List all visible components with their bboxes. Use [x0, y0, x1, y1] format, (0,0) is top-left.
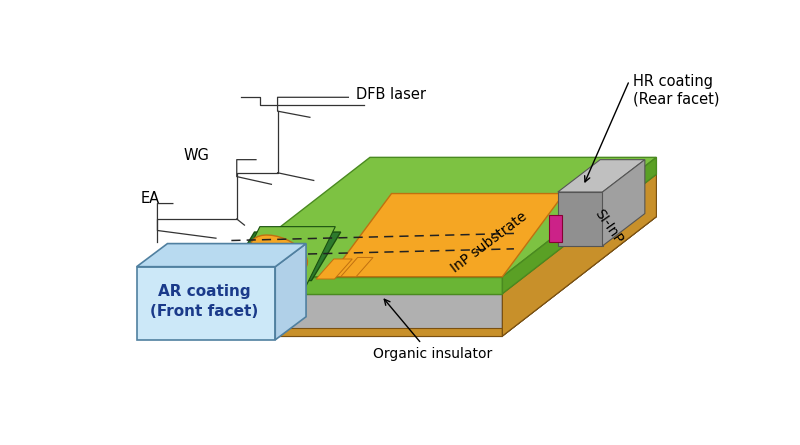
Text: SI-InP: SI-InP — [592, 207, 626, 247]
Polygon shape — [502, 174, 656, 336]
Polygon shape — [216, 328, 502, 336]
Text: InP substrate: InP substrate — [448, 209, 529, 275]
Polygon shape — [137, 243, 306, 267]
Polygon shape — [230, 227, 335, 286]
Polygon shape — [137, 267, 275, 340]
Polygon shape — [216, 294, 502, 336]
Text: DFB laser: DFB laser — [356, 87, 426, 102]
Text: WG: WG — [184, 148, 210, 163]
Text: HR coating
(Rear facet): HR coating (Rear facet) — [634, 74, 720, 107]
Polygon shape — [330, 194, 564, 277]
Polygon shape — [216, 158, 656, 277]
Polygon shape — [316, 259, 352, 279]
Polygon shape — [502, 174, 656, 336]
Polygon shape — [558, 160, 645, 192]
Polygon shape — [502, 158, 656, 294]
Text: AR coating
(Front facet): AR coating (Front facet) — [150, 284, 258, 319]
Polygon shape — [216, 277, 502, 294]
Text: Organic insulator: Organic insulator — [374, 347, 493, 361]
Ellipse shape — [250, 235, 307, 273]
Polygon shape — [341, 258, 373, 277]
Polygon shape — [502, 209, 656, 336]
Text: EA: EA — [141, 191, 160, 206]
Polygon shape — [602, 160, 645, 246]
Polygon shape — [558, 192, 602, 246]
Polygon shape — [549, 215, 562, 242]
Polygon shape — [226, 232, 341, 280]
Polygon shape — [275, 243, 306, 340]
Polygon shape — [216, 217, 656, 336]
Polygon shape — [216, 174, 656, 294]
Polygon shape — [502, 158, 656, 294]
